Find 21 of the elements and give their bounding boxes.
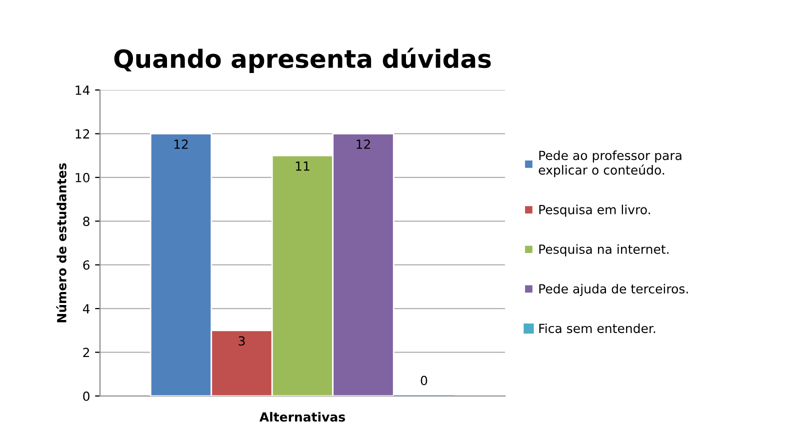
- legend-label: Pede ajuda de terceiros.: [539, 284, 688, 296]
- data-label: 0: [420, 376, 428, 386]
- data-label: 12: [356, 139, 370, 149]
- y-tick-label: 12: [76, 129, 90, 138]
- legend-label: Pesquisa em livro.: [539, 204, 650, 217]
- data-label: 12: [174, 139, 188, 149]
- y-axis-title: Número de estudantes: [56, 163, 66, 322]
- legend-label: Fica sem entender.: [539, 323, 656, 334]
- x-axis-title: Alternativas: [259, 412, 346, 422]
- y-tick-label: 0: [83, 391, 90, 401]
- chart-title: Quando apresenta dúvidas: [114, 48, 491, 73]
- y-tick-label: 10: [76, 172, 90, 182]
- y-tick-label: 6: [83, 260, 90, 270]
- data-label: 3: [238, 336, 245, 346]
- legend-label: Pede ao professor para explicar o conteúdo.: [538, 150, 682, 178]
- y-tick-label: 8: [83, 216, 90, 226]
- legend-label: Pesquisa na internet.: [539, 244, 668, 256]
- y-tick-label: 4: [82, 304, 90, 314]
- y-tick-label: 2: [83, 348, 90, 358]
- data-label: 11: [296, 162, 310, 171]
- y-tick-label: 14: [76, 86, 90, 95]
